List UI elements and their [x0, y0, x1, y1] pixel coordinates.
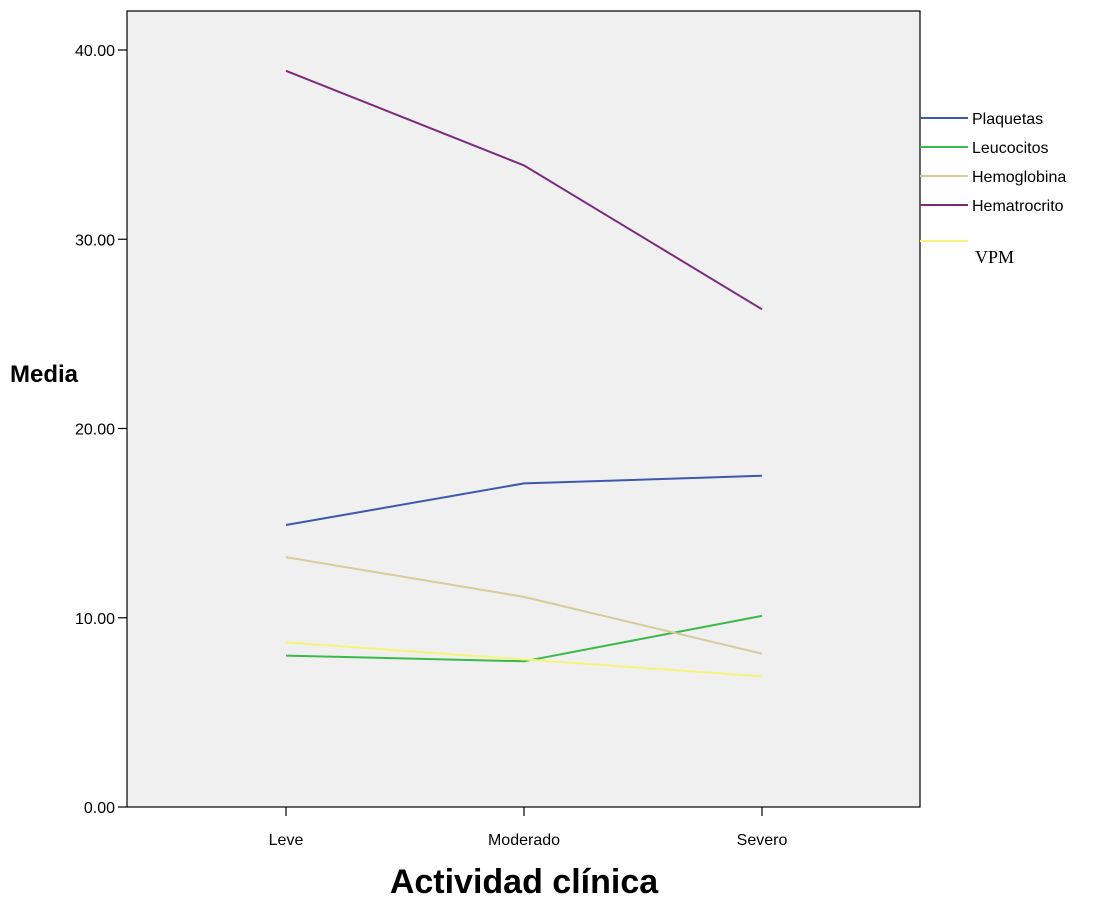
- legend: Plaquetas Leucocitos Hemoglobina Hematrocri…: [920, 111, 1066, 267]
- series-line-leucocitos: [285, 614, 763, 663]
- x-tick-label: Leve: [269, 832, 304, 849]
- y-tick-label: 30.00: [75, 232, 115, 249]
- y-axis-title: Media: [10, 361, 79, 388]
- legend-label: Hemoglobina: [972, 169, 1066, 186]
- y-tick-label: 20.00: [75, 422, 115, 439]
- series-line-plaquetas: [285, 474, 763, 526]
- series-layer: [285, 69, 763, 678]
- legend-label: Hematrocrito: [972, 198, 1064, 215]
- axis-layer: 0.00 10.00 20.00 30.00 40.00 Leve Moderado Seve…: [75, 43, 787, 849]
- series-line-vpm: [285, 641, 763, 678]
- x-tick-label: Moderado: [488, 832, 560, 849]
- y-tick-label: 0.00: [84, 800, 115, 817]
- legend-label: Leucocitos: [972, 140, 1049, 157]
- series-line-hematrocrito: [285, 69, 763, 311]
- legend-label: VPM: [975, 247, 1014, 267]
- legend-label: Plaquetas: [972, 111, 1043, 128]
- x-tick-label: Severo: [737, 832, 788, 849]
- x-axis-title: Actividad clínica: [390, 863, 659, 901]
- y-tick-label: 10.00: [75, 611, 115, 628]
- plot-area: [126, 10, 921, 808]
- y-tick-label: 40.00: [75, 43, 115, 60]
- series-line-hemoglobina: [285, 556, 763, 655]
